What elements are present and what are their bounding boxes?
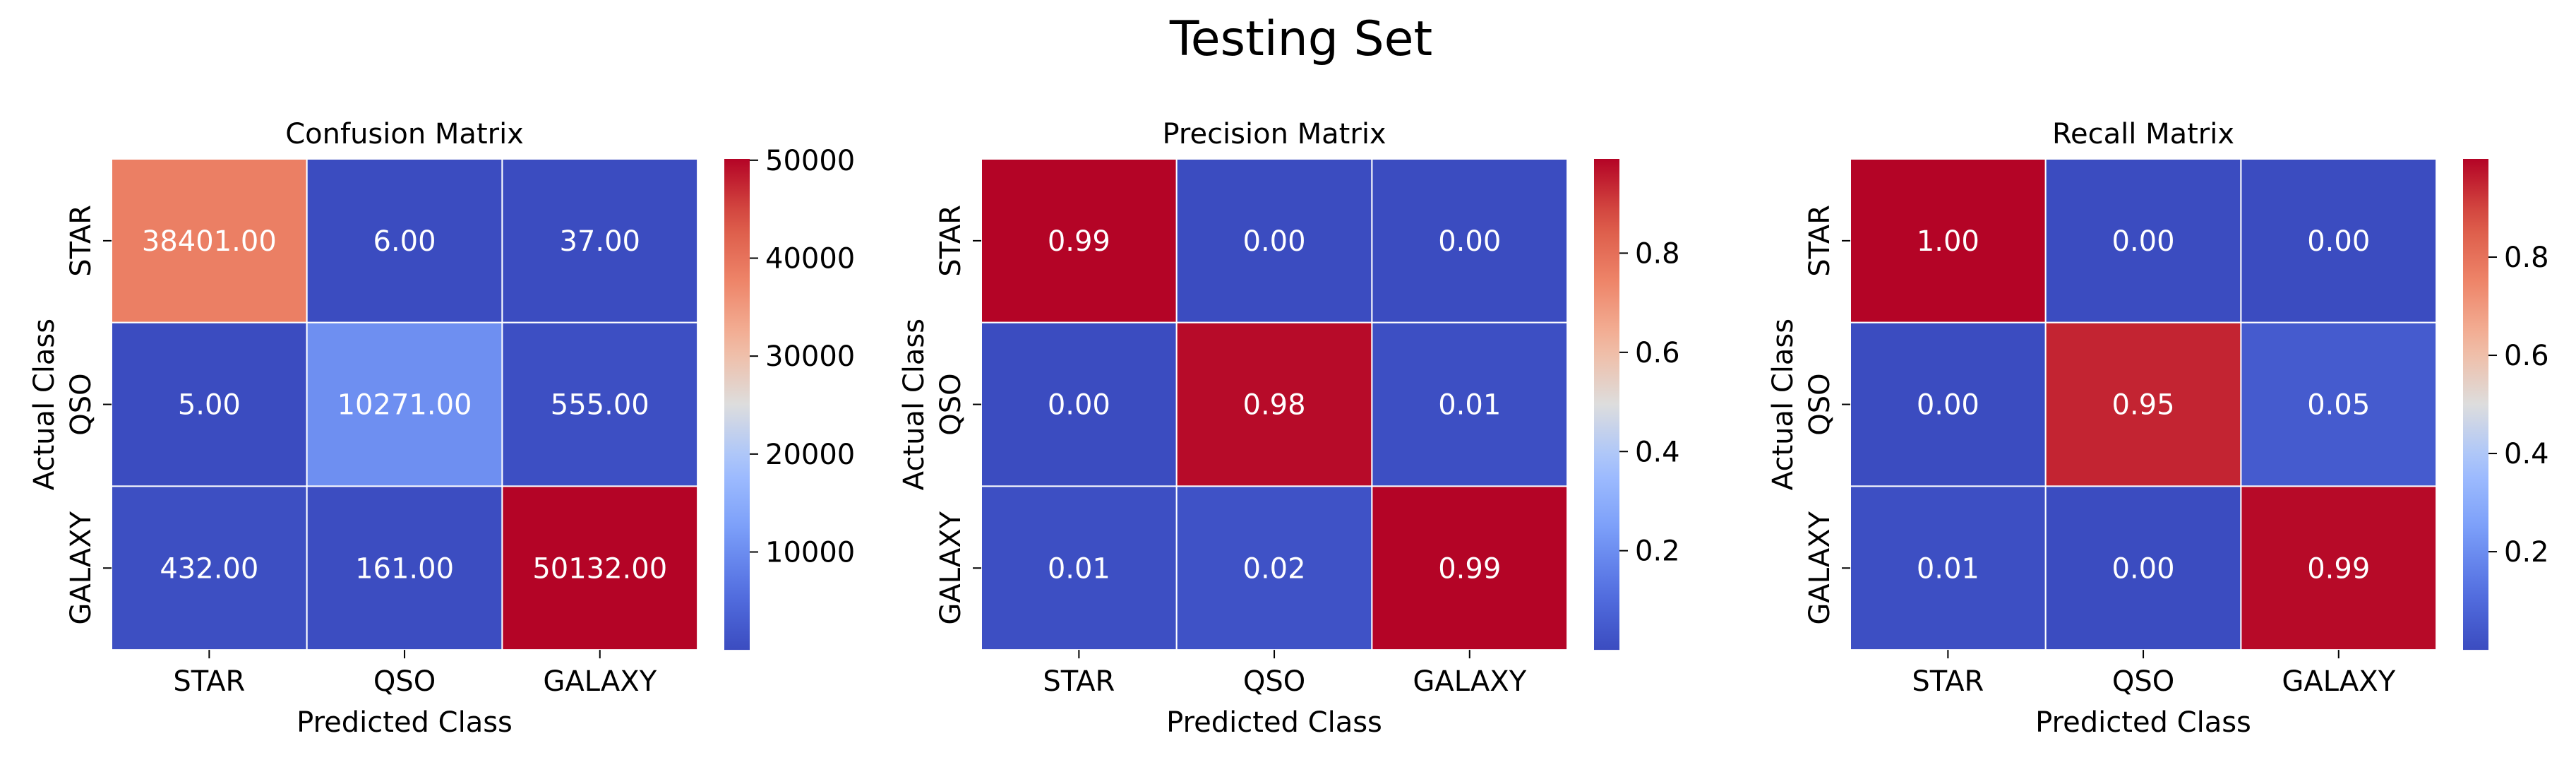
x-tick-label: QSO — [373, 665, 436, 698]
heatmap-panel-3: Recall Matrix 1.00 0.00 0.00 0.00 0.95 0.05 0.0… — [1767, 118, 2549, 739]
y-tick-label: QSO — [935, 373, 967, 435]
cell-label: 0.01 — [1438, 389, 1501, 422]
cell-label: 38401.00 — [142, 225, 277, 258]
y-tick-label: QSO — [65, 373, 97, 435]
cell-label: 0.01 — [1917, 552, 1979, 585]
heatmap-cell — [2044, 158, 2242, 323]
cell-label: 0.05 — [2307, 389, 2370, 422]
y-tick-label: GALAXY — [935, 511, 967, 624]
colorbar-tick-label: 20000 — [765, 439, 855, 471]
cell-label: 0.98 — [1243, 389, 1306, 422]
cell-label: 0.99 — [1048, 225, 1110, 258]
cell-label: 0.00 — [2112, 225, 2175, 258]
cell-label: 5.00 — [178, 389, 241, 422]
heatmap-cell — [111, 321, 308, 487]
cell-label: 0.00 — [1243, 225, 1306, 258]
heatmap-cell — [501, 158, 699, 323]
colorbar-tick-label: 50000 — [765, 145, 855, 177]
heatmap-cell — [306, 485, 503, 651]
y-tick-label: QSO — [1804, 373, 1836, 435]
heatmap-panel-1: Confusion Matrix 38401.00 6.00 37.00 5.00 102… — [28, 118, 855, 739]
cell-label: 1.00 — [1917, 225, 1979, 258]
heatmap-cell — [2240, 321, 2438, 487]
heatmap-cell — [1371, 485, 1569, 651]
x-tick-label: GALAXY — [543, 665, 657, 698]
colorbar-tick-label: 0.2 — [2504, 536, 2549, 569]
y-axis-label: Actual Class — [898, 319, 930, 490]
colorbar-tick-label: 0.6 — [1635, 337, 1680, 369]
panel-title: Recall Matrix — [2052, 118, 2234, 150]
cell-label: 0.99 — [2307, 552, 2370, 585]
cell-label: 50132.00 — [532, 552, 667, 585]
heatmap-cell — [1371, 158, 1569, 323]
colorbar-tick-label: 10000 — [765, 537, 855, 569]
cell-label: 0.00 — [2307, 225, 2370, 258]
y-tick-label: STAR — [65, 205, 97, 277]
heatmap-panel-2: Precision Matrix 0.99 0.00 0.00 0.00 0.98 0.01… — [898, 118, 1680, 739]
colorbar-tick-label: 0.2 — [1635, 535, 1680, 568]
y-tick-label: GALAXY — [1804, 511, 1836, 624]
cell-label: 0.99 — [1438, 552, 1501, 585]
y-tick-label: STAR — [1804, 205, 1836, 277]
cell-label: 6.00 — [373, 225, 436, 258]
heatmap-cell — [1175, 158, 1373, 323]
heatmap-cell — [2044, 485, 2242, 651]
cell-label: 0.00 — [1048, 389, 1110, 422]
x-tick-label: QSO — [2112, 665, 2174, 698]
colorbar-tick-label: 0.8 — [2504, 242, 2549, 274]
cell-label: 161.00 — [355, 552, 454, 585]
x-tick-label: STAR — [173, 665, 245, 698]
y-axis-label: Actual Class — [28, 319, 61, 490]
heatmap-cell — [2240, 158, 2438, 323]
y-axis-label: Actual Class — [1767, 319, 1799, 490]
x-tick-label: STAR — [1043, 665, 1115, 698]
x-tick-label: GALAXY — [1413, 665, 1526, 698]
colorbar — [1594, 159, 1619, 651]
x-tick-label: GALAXY — [2282, 665, 2395, 698]
x-axis-label: Predicted Class — [296, 706, 513, 739]
heatmap-cell — [501, 485, 699, 651]
heatmap-cell — [1850, 158, 2047, 323]
cell-label: 432.00 — [160, 552, 258, 585]
cell-label: 555.00 — [551, 389, 649, 422]
colorbar-tick-label: 0.8 — [1635, 237, 1680, 270]
cell-label: 37.00 — [559, 225, 640, 258]
colorbar — [724, 159, 750, 651]
colorbar-tick-label: 0.6 — [2504, 340, 2549, 372]
heatmap-panels: Confusion Matrix 38401.00 6.00 37.00 5.00 102… — [28, 118, 2549, 739]
colorbar — [2463, 159, 2488, 651]
cell-label: 0.01 — [1048, 552, 1110, 585]
colorbar-tick-label: 0.4 — [1635, 436, 1680, 468]
cell-label: 0.95 — [2112, 389, 2175, 422]
cell-label: 10271.00 — [337, 389, 472, 422]
heatmap-cell — [981, 485, 1178, 651]
x-axis-label: Predicted Class — [2035, 706, 2251, 739]
colorbar-tick-label: 30000 — [765, 340, 855, 373]
cell-label: 0.00 — [1917, 389, 1979, 422]
cell-label: 0.02 — [1243, 552, 1306, 585]
y-tick-label: GALAXY — [65, 511, 97, 624]
heatmap-cell — [111, 158, 308, 323]
heatmap-cell — [306, 158, 503, 323]
colorbar-tick-label: 0.4 — [2504, 438, 2549, 470]
colorbar-tick-label: 40000 — [765, 242, 855, 275]
panel-title: Confusion Matrix — [285, 118, 524, 150]
x-tick-label: STAR — [1912, 665, 1984, 698]
figure-title: Testing Set — [1169, 11, 1432, 67]
panel-title: Precision Matrix — [1162, 118, 1386, 150]
cell-label: 0.00 — [1438, 225, 1501, 258]
heatmap-cell — [111, 485, 308, 651]
x-tick-label: QSO — [1243, 665, 1305, 698]
x-axis-label: Predicted Class — [1166, 706, 1382, 739]
heatmap-cell — [1371, 321, 1569, 487]
y-tick-label: STAR — [935, 205, 967, 277]
cell-label: 0.00 — [2112, 552, 2175, 585]
